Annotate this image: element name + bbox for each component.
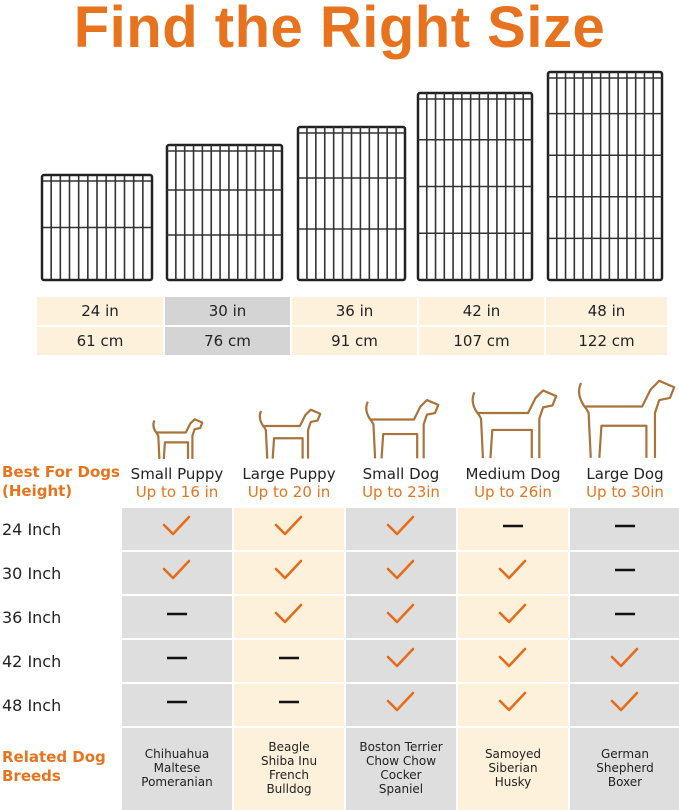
dog-icon (258, 408, 322, 459)
dog-icon (471, 389, 558, 459)
dog-icon (365, 398, 440, 459)
size-cm: 61 cm (37, 327, 163, 355)
breed-cell: Chihuahua Maltese Pomeranian (122, 728, 232, 808)
dog-icon (577, 379, 676, 458)
check-mark (274, 603, 303, 624)
size-inch: 36 in (292, 297, 417, 325)
check-mark (274, 559, 303, 580)
column-bg (458, 506, 568, 810)
size-cm: 107 cm (419, 327, 544, 355)
pen-frame (165, 143, 284, 282)
check-mark (162, 559, 191, 580)
breed-name: Chow Chow (365, 754, 437, 768)
breed-name: German Shepherd (596, 747, 654, 775)
column-name: Medium Dog (465, 465, 561, 483)
column-name: Large Dog (586, 465, 664, 483)
breed-name: Maltese (153, 761, 201, 775)
size-cm: 122 cm (546, 327, 667, 355)
column-height: Up to 16 in (135, 483, 219, 501)
breed-cell: Boston Terrier Chow Chow Cocker Spaniel (346, 728, 456, 808)
check-mark (274, 515, 303, 536)
size-inch: 24 in (37, 297, 163, 325)
breed-name: Beagle (268, 740, 310, 754)
size-inch: 42 in (419, 297, 544, 325)
breed-name: Shiba Inu (260, 754, 318, 768)
size-cm: 76 cm (165, 327, 290, 355)
row-label: 30 Inch (2, 563, 62, 583)
column-name: Small Dog (362, 465, 440, 483)
check-mark (498, 691, 527, 712)
breed-name: Samoyed (484, 747, 542, 761)
row-label: 48 Inch (2, 695, 62, 715)
pen-frame (40, 173, 154, 282)
breed-cell: Samoyed Siberian Husky (458, 728, 568, 808)
title: Find the Right Size (73, 0, 606, 60)
row-label: 42 Inch (2, 651, 62, 671)
breeds-label: Related Dog Breeds (2, 748, 106, 785)
column-height: Up to 23in (362, 483, 440, 501)
column-height: Up to 20 in (247, 483, 331, 501)
row-label: 36 Inch (2, 607, 62, 627)
breed-name: Pomeranian (141, 775, 213, 789)
dog-icon (152, 418, 204, 459)
size-cm: 91 cm (292, 327, 417, 355)
row-label: 24 Inch (2, 519, 62, 539)
breed-cell: Beagle Shiba Inu French Bulldog (234, 728, 344, 808)
breed-cell: German Shepherd Boxer (570, 728, 679, 808)
check-mark (386, 559, 415, 580)
check-mark (498, 559, 527, 580)
column-height: Up to 26in (474, 483, 552, 501)
pen-frame (546, 70, 664, 282)
check-mark (498, 603, 527, 624)
check-mark (386, 515, 415, 536)
size-inch: 48 in (546, 297, 667, 325)
check-mark (162, 515, 191, 536)
breed-name: Boston Terrier (359, 740, 443, 754)
breed-name: Siberian Husky (488, 761, 538, 789)
check-mark (386, 647, 415, 668)
check-mark (386, 691, 415, 712)
column-name: Small Puppy (130, 465, 224, 483)
column-bg (346, 506, 456, 810)
breed-name: Cocker Spaniel (378, 768, 424, 796)
check-mark (498, 647, 527, 668)
size-inch: 30 in (165, 297, 290, 325)
column-bg (570, 506, 679, 810)
breed-name: French Bulldog (266, 768, 312, 796)
check-mark (610, 647, 639, 668)
breed-name: Chihuahua (144, 747, 210, 761)
check-mark (386, 603, 415, 624)
column-name: Large Puppy (242, 465, 336, 483)
breed-name: Boxer (607, 775, 643, 789)
column-height: Up to 30in (586, 483, 664, 501)
header-label: Best For Dogs (Height) (2, 463, 120, 500)
check-mark (610, 691, 639, 712)
